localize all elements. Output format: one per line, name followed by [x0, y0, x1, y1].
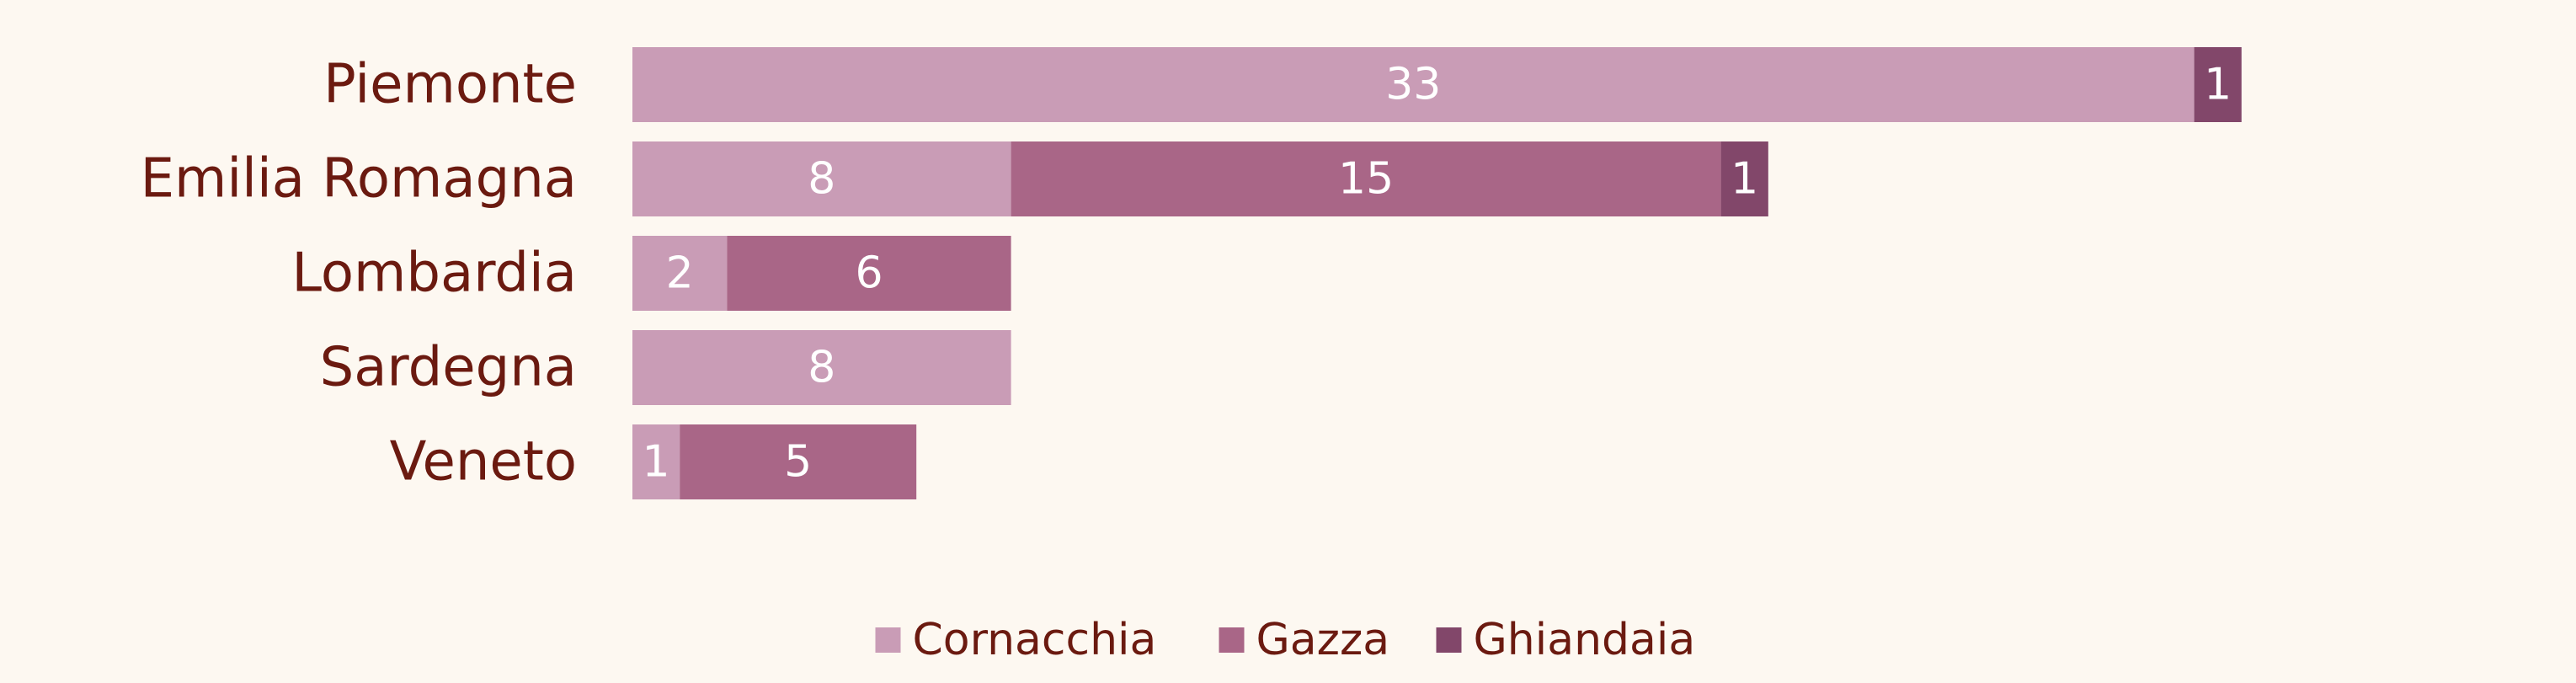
bar-emilia-romagna-ghiandaia	[1720, 141, 1768, 216]
data-label-sardegna-cornacchia: 8	[808, 343, 835, 393]
legend-swatch-ghiandaia	[1436, 627, 1462, 653]
data-label-piemonte-ghiandaia: 1	[2204, 60, 2232, 110]
category-label-piemonte: Piemonte	[323, 54, 577, 116]
bar-veneto-gazza	[680, 424, 917, 499]
category-label-lombardia: Lombardia	[291, 243, 577, 305]
legend-swatch-cornacchia	[875, 627, 901, 653]
bars-group: 33 18 15 12 681 5	[632, 47, 2242, 499]
legend-swatch-gazza	[1219, 627, 1245, 653]
bar-emilia-romagna-gazza	[1011, 141, 1721, 216]
data-label-veneto-gazza: 5	[784, 437, 812, 488]
legend-label-cornacchia: Cornacchia	[913, 615, 1157, 665]
data-label-lombardia-gazza: 6	[855, 248, 883, 299]
data-label-emilia-romagna-ghiandaia: 1	[1731, 154, 1758, 205]
data-label-emilia-romagna-cornacchia: 8	[808, 154, 835, 205]
category-label-veneto: Veneto	[390, 431, 577, 494]
bar-lombardia-cornacchia	[632, 236, 728, 311]
legend: Cornacchia Gazza Ghiandaia	[875, 615, 1696, 665]
bar-piemonte-ghiandaia	[2194, 47, 2242, 122]
bar-emilia-romagna-cornacchia	[632, 141, 1011, 216]
category-label-sardegna: Sardegna	[320, 337, 577, 399]
data-label-veneto-cornacchia: 1	[643, 437, 670, 488]
legend-label-gazza: Gazza	[1256, 615, 1390, 665]
bar-lombardia-gazza	[727, 236, 1011, 311]
bar-sardegna-cornacchia	[632, 330, 1011, 405]
bar-piemonte-cornacchia	[632, 47, 2195, 122]
category-label-emilia-romagna: Emilia Romagna	[141, 148, 577, 211]
category-labels-group: Piemonte Emilia Romagna Lombardia Sardegna V…	[141, 54, 577, 494]
legend-label-ghiandaia: Ghiandaia	[1474, 615, 1696, 665]
data-label-emilia-romagna-gazza: 15	[1338, 154, 1394, 205]
data-label-piemonte-cornacchia: 33	[1385, 60, 1441, 110]
data-label-lombardia-cornacchia: 2	[666, 248, 694, 299]
bar-veneto-cornacchia	[632, 424, 680, 499]
